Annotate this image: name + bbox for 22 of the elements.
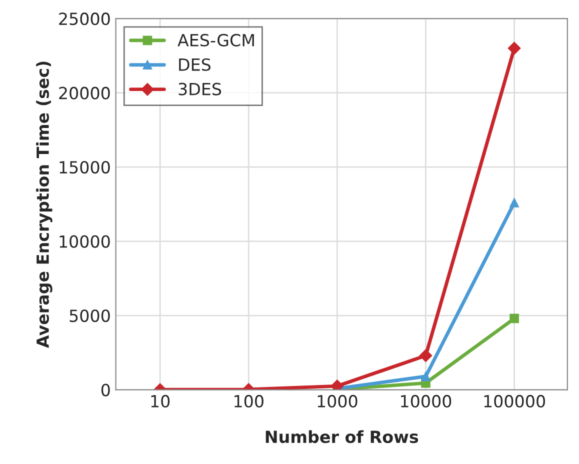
x-tick-label: 10 <box>151 394 170 408</box>
x-tick-label: 100 <box>234 394 264 408</box>
legend-label: AES-GCM <box>178 34 254 46</box>
point <box>421 372 430 382</box>
point <box>508 42 521 55</box>
point <box>419 349 432 362</box>
x-tick-label: 10000 <box>401 394 452 408</box>
y-axis-title: Average Encryption Time (sec) <box>36 62 52 348</box>
legend-label: 3DES <box>178 82 222 96</box>
point <box>330 380 344 390</box>
y-tick-label: 15000 <box>60 161 110 174</box>
x-tick-label: 100000 <box>484 394 545 408</box>
x-axis-title: Number of Rows <box>266 430 418 444</box>
x-tick-label: 1000 <box>318 394 358 408</box>
point <box>510 198 519 208</box>
y-tick-label: 5000 <box>70 309 110 322</box>
y-tick-label: 25000 <box>59 12 110 26</box>
y-tick-label: 10000 <box>60 235 110 248</box>
y-tick-label: 20000 <box>59 86 110 100</box>
point <box>510 314 519 324</box>
y-tick-label: 0 <box>101 384 110 396</box>
legend-label: DES <box>179 58 210 71</box>
